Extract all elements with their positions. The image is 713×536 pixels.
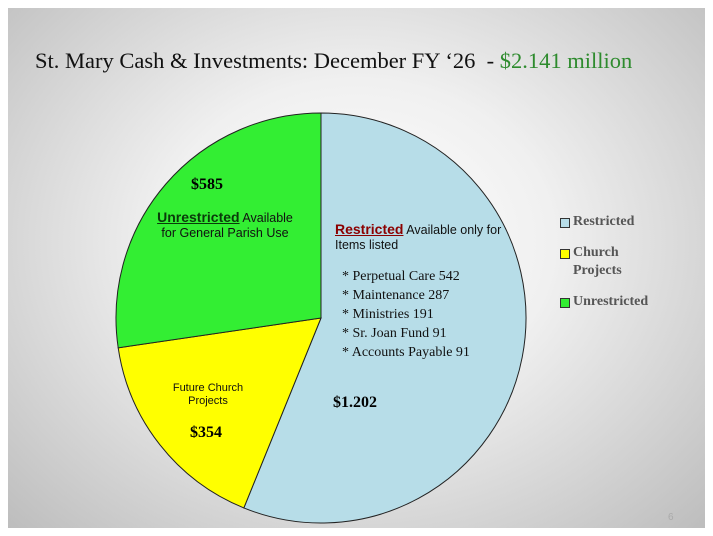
- restricted-items: * Perpetual Care 542 * Maintenance 287 * M…: [342, 267, 470, 362]
- legend-swatch: [560, 218, 570, 228]
- pie-slice: [117, 317, 322, 509]
- legend: Restricted Church Projects Unrestricted: [560, 213, 670, 324]
- legend-entry: Unrestricted: [560, 293, 670, 311]
- legend-label: Church Projects: [573, 245, 622, 278]
- page-number: 6: [668, 512, 674, 523]
- note-text: Available only for Items listed: [335, 223, 502, 252]
- pie-slice: [115, 112, 322, 349]
- legend-swatch: [560, 249, 570, 259]
- value-label: $1.202: [333, 394, 377, 411]
- legend-label: Unrestricted: [573, 294, 649, 309]
- note-heading: Restricted: [335, 221, 404, 237]
- pie-slice: [243, 112, 527, 524]
- chart: [115, 112, 527, 524]
- church-note: Future Church Projects: [172, 382, 244, 407]
- title-highlight: $2.141 million: [499, 48, 633, 73]
- legend-entry: Restricted: [560, 213, 670, 231]
- restricted-note: Restricted Available only for Items list…: [335, 222, 505, 253]
- value-label: $585: [191, 176, 223, 193]
- note-heading: Unrestricted: [157, 209, 240, 225]
- value-label: $354: [190, 424, 222, 441]
- list-item: * Maintenance 287: [342, 288, 450, 303]
- list-item: * Perpetual Care 542: [342, 269, 460, 284]
- legend-entry: Church Projects: [560, 244, 670, 280]
- chart-title: St. Mary Cash & Investments: December FY…: [35, 48, 500, 73]
- legend-label: Restricted: [573, 214, 635, 229]
- list-item: * Accounts Payable 91: [342, 345, 470, 360]
- slide: St. Mary Cash & Investments: December FY…: [8, 8, 705, 528]
- note-text: Available for General Parish Use: [161, 211, 293, 240]
- legend-swatch: [560, 298, 570, 308]
- list-item: * Sr. Joan Fund 91: [342, 326, 447, 341]
- unrestricted-note: Unrestricted Available for General Paris…: [150, 210, 300, 241]
- title: St. Mary Cash & Investments: December FY…: [35, 48, 632, 74]
- list-item: * Ministries 191: [342, 307, 434, 322]
